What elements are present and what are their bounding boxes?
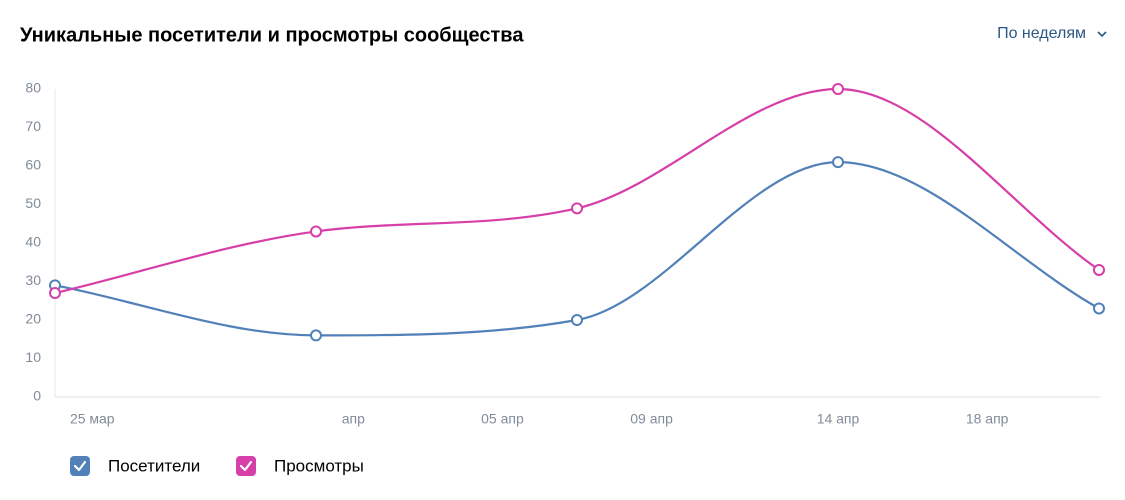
legend-label: Просмотры <box>274 456 364 475</box>
chart-title: Уникальные посетители и просмотры сообще… <box>20 24 524 46</box>
x-tick-label: 09 апр <box>630 411 673 427</box>
series-line <box>54 161 1100 337</box>
x-tick-label: апр <box>342 411 365 427</box>
data-point <box>832 83 844 95</box>
series-line <box>54 87 1100 295</box>
period-dropdown[interactable]: По неделям <box>997 25 1107 42</box>
data-point <box>49 287 61 300</box>
data-point <box>310 329 322 342</box>
y-tick-label: 20 <box>25 311 41 327</box>
data-point <box>310 225 322 238</box>
x-tick-label: 05 апр <box>481 411 524 427</box>
y-tick-label: 10 <box>25 349 41 365</box>
data-point <box>1093 263 1105 276</box>
data-point <box>571 202 583 215</box>
x-tick-label: 14 апр <box>817 411 860 427</box>
y-tick-label: 30 <box>25 272 41 288</box>
y-tick-label: 40 <box>25 234 41 250</box>
period-selector[interactable]: По неделям <box>997 25 1086 42</box>
y-tick-label: 0 <box>33 388 41 404</box>
legend-label: Посетители <box>108 456 200 475</box>
x-tick-label: 18 апр <box>966 411 1009 427</box>
legend-item[interactable]: Посетители <box>70 456 200 476</box>
x-tick-label: 25 мар <box>70 411 115 427</box>
legend-checkbox <box>236 456 256 476</box>
data-point <box>571 314 583 326</box>
y-tick-label: 50 <box>25 195 41 211</box>
legend-item[interactable]: Просмотры <box>236 456 364 476</box>
data-point <box>1093 302 1105 315</box>
check-icon <box>73 460 87 472</box>
check-icon <box>239 460 253 472</box>
y-tick-label: 70 <box>25 118 41 134</box>
y-tick-label: 60 <box>25 157 41 173</box>
legend-checkbox <box>70 456 90 476</box>
y-tick-label: 80 <box>25 80 41 96</box>
data-point <box>832 156 844 169</box>
chevron-icon <box>1097 31 1107 38</box>
